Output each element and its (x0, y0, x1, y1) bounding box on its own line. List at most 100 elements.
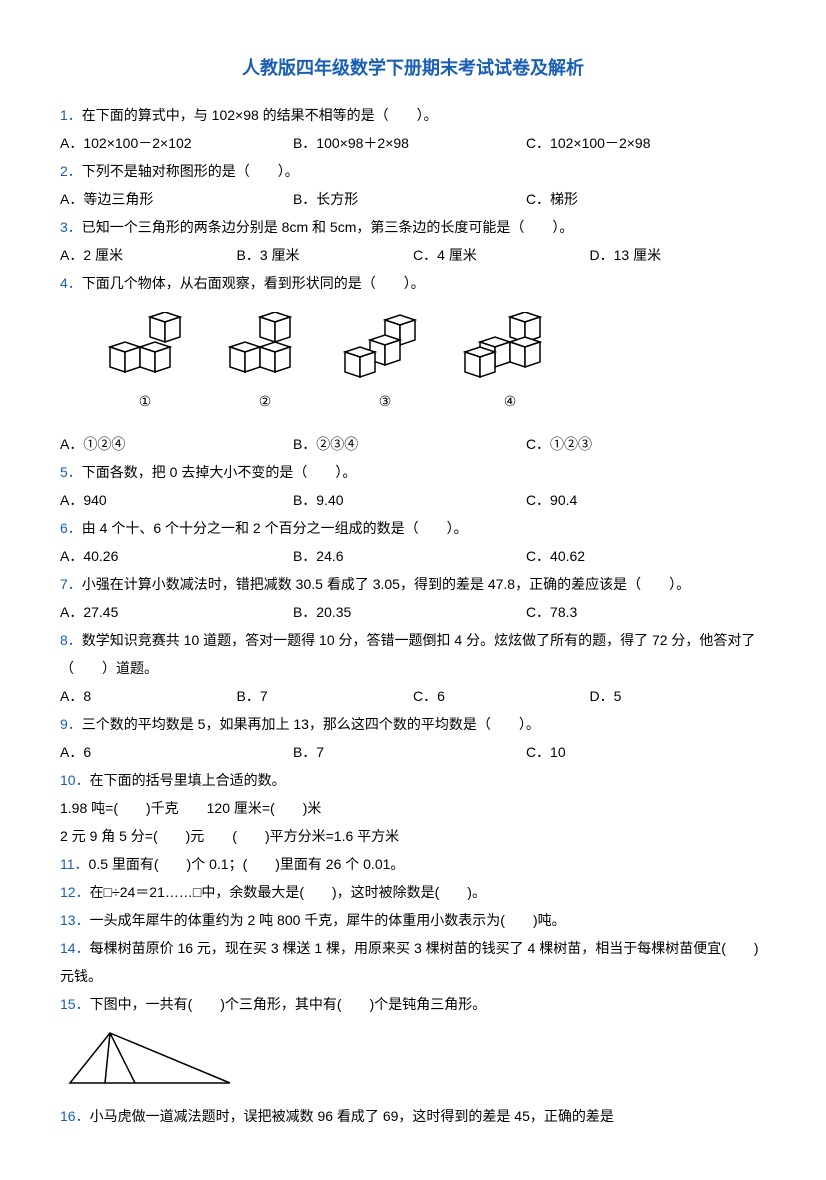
q6-opt-b: B．24.6 (293, 542, 526, 570)
q6-opt-c: C．40.62 (526, 542, 759, 570)
q2-opt-a: A．等边三角形 (60, 185, 293, 213)
question-16: 16．小马虎做一道减法题时，误把被减数 96 看成了 69，这时得到的差是 45… (60, 1102, 766, 1130)
q4-label-4: ④ (460, 387, 560, 415)
q5-options: A．940 B．9.40 C．90.4 (60, 486, 766, 514)
q8-text: 数学知识竞赛共 10 道题，答对一题得 10 分，答错一题倒扣 4 分。炫炫做了… (60, 632, 755, 676)
q7-num: 7． (60, 576, 82, 592)
q1-opt-c: C．102×100－2×98 (526, 129, 759, 157)
q8-opt-c: C．6 (413, 682, 590, 710)
q2-text: 下列不是轴对称图形的是（ ）。 (82, 163, 299, 179)
cube-figure-3-icon (340, 312, 430, 382)
q3-opt-c: C．4 厘米 (413, 241, 590, 269)
q4-opt-a: A．①②④ (60, 430, 293, 458)
q9-options: A．6 B．7 C．10 (60, 738, 766, 766)
question-14: 14．每棵树苗原价 16 元，现在买 3 棵送 1 棵，用原来买 3 棵树苗的钱… (60, 934, 766, 990)
question-5: 5．下面各数，把 0 去掉大小不变的是（ ）。 (60, 458, 766, 486)
triangle-figure-icon (60, 1028, 240, 1088)
q5-text: 下面各数，把 0 去掉大小不变的是（ ）。 (82, 464, 357, 480)
question-3: 3．已知一个三角形的两条边分别是 8cm 和 5cm，第三条边的长度可能是（ ）… (60, 213, 766, 241)
q3-num: 3． (60, 219, 82, 235)
q4-text: 下面几个物体，从右面观察，看到形状同的是（ ）。 (82, 275, 425, 291)
q8-opt-a: A．8 (60, 682, 237, 710)
cube-figure-1-icon (100, 312, 190, 382)
q1-opt-b: B．100×98＋2×98 (293, 129, 526, 157)
question-9: 9．三个数的平均数是 5，如果再加上 13，那么这四个数的平均数是（ ）。 (60, 710, 766, 738)
q6-opt-a: A．40.26 (60, 542, 293, 570)
q5-opt-c: C．90.4 (526, 486, 759, 514)
q11-num: 11． (60, 856, 89, 872)
q4-opt-b: B．②③④ (293, 430, 526, 458)
q3-opt-d: D．13 厘米 (590, 241, 767, 269)
q7-opt-a: A．27.45 (60, 598, 293, 626)
q4-label-1: ① (100, 387, 190, 415)
question-13: 13．一头成年犀牛的体重约为 2 吨 800 千克，犀牛的体重用小数表示为( )… (60, 906, 766, 934)
q7-opt-c: C．78.3 (526, 598, 759, 626)
question-11: 11．0.5 里面有( )个 0.1；( )里面有 26 个 0.01。 (60, 850, 766, 878)
q2-opt-c: C．梯形 (526, 185, 759, 213)
q15-figure (60, 1028, 766, 1097)
q5-num: 5． (60, 464, 82, 480)
q4-figure-1: ① (100, 312, 190, 415)
q6-text: 由 4 个十、6 个十分之一和 2 个百分之一组成的数是（ ）。 (82, 520, 468, 536)
question-10: 10．在下面的括号里填上合适的数。 (60, 766, 766, 794)
q10-line1: 1.98 吨=( )千克 120 厘米=( )米 (60, 794, 766, 822)
q4-options: A．①②④ B．②③④ C．①②③ (60, 430, 766, 458)
q13-num: 13． (60, 912, 90, 928)
q4-figures: ① ② (60, 312, 766, 415)
q3-opt-a: A．2 厘米 (60, 241, 237, 269)
q4-figure-3: ③ (340, 312, 430, 415)
q5-opt-b: B．9.40 (293, 486, 526, 514)
q3-options: A．2 厘米 B．3 厘米 C．4 厘米 D．13 厘米 (60, 241, 766, 269)
q1-options: A．102×100－2×102 B．100×98＋2×98 C．102×100－… (60, 129, 766, 157)
q9-opt-b: B．7 (293, 738, 526, 766)
q4-figure-4: ④ (460, 312, 560, 415)
q10-num: 10． (60, 772, 90, 788)
q11-text: 0.5 里面有( )个 0.1；( )里面有 26 个 0.01。 (89, 856, 405, 872)
question-6: 6．由 4 个十、6 个十分之一和 2 个百分之一组成的数是（ ）。 (60, 514, 766, 542)
q2-opt-b: B．长方形 (293, 185, 526, 213)
q2-num: 2． (60, 163, 82, 179)
q7-options: A．27.45 B．20.35 C．78.3 (60, 598, 766, 626)
q4-opt-c: C．①②③ (526, 430, 759, 458)
q9-opt-a: A．6 (60, 738, 293, 766)
q8-opt-d: D．5 (590, 682, 767, 710)
question-8: 8．数学知识竞赛共 10 道题，答对一题得 10 分，答错一题倒扣 4 分。炫炫… (60, 626, 766, 682)
cube-figure-4-icon (460, 312, 560, 382)
question-4: 4．下面几个物体，从右面观察，看到形状同的是（ ）。 (60, 269, 766, 297)
q8-num: 8． (60, 632, 82, 648)
q5-opt-a: A．940 (60, 486, 293, 514)
q4-num: 4． (60, 275, 82, 291)
q13-text: 一头成年犀牛的体重约为 2 吨 800 千克，犀牛的体重用小数表示为( )吨。 (90, 912, 566, 928)
q3-text: 已知一个三角形的两条边分别是 8cm 和 5cm，第三条边的长度可能是（ ）。 (82, 219, 574, 235)
q15-text: 下图中，一共有( )个三角形，其中有( )个是钝角三角形。 (90, 996, 487, 1012)
q2-options: A．等边三角形 B．长方形 C．梯形 (60, 185, 766, 213)
q15-num: 15． (60, 996, 90, 1012)
q4-label-3: ③ (340, 387, 430, 415)
q9-opt-c: C．10 (526, 738, 759, 766)
question-7: 7．小强在计算小数减法时，错把减数 30.5 看成了 3.05，得到的差是 47… (60, 570, 766, 598)
q7-text: 小强在计算小数减法时，错把减数 30.5 看成了 3.05，得到的差是 47.8… (82, 576, 690, 592)
q1-num: 1． (60, 107, 82, 123)
q12-text: 在□÷24＝21……□中，余数最大是( )，这时被除数是( )。 (90, 884, 486, 900)
q10-text: 在下面的括号里填上合适的数。 (90, 772, 286, 788)
q4-label-2: ② (220, 387, 310, 415)
q14-text: 每棵树苗原价 16 元，现在买 3 棵送 1 棵，用原来买 3 棵树苗的钱买了 … (60, 940, 759, 984)
q10-line2: 2 元 9 角 5 分=( )元 ( )平方分米=1.6 平方米 (60, 822, 766, 850)
question-2: 2．下列不是轴对称图形的是（ ）。 (60, 157, 766, 185)
q16-num: 16． (60, 1108, 90, 1124)
exam-title: 人教版四年级数学下册期末考试试卷及解析 (60, 50, 766, 86)
q8-opt-b: B．7 (237, 682, 414, 710)
q4-figure-2: ② (220, 312, 310, 415)
q7-opt-b: B．20.35 (293, 598, 526, 626)
q6-options: A．40.26 B．24.6 C．40.62 (60, 542, 766, 570)
q3-opt-b: B．3 厘米 (237, 241, 414, 269)
question-1: 1．在下面的算式中，与 102×98 的结果不相等的是（ ）。 (60, 101, 766, 129)
q9-text: 三个数的平均数是 5，如果再加上 13，那么这四个数的平均数是（ ）。 (82, 716, 540, 732)
q1-text: 在下面的算式中，与 102×98 的结果不相等的是（ ）。 (82, 107, 438, 123)
q16-text: 小马虎做一道减法题时，误把被减数 96 看成了 69，这时得到的差是 45，正确… (90, 1108, 614, 1124)
q8-options: A．8 B．7 C．6 D．5 (60, 682, 766, 710)
q14-num: 14． (60, 940, 90, 956)
q12-num: 12． (60, 884, 90, 900)
q9-num: 9． (60, 716, 82, 732)
q1-opt-a: A．102×100－2×102 (60, 129, 293, 157)
